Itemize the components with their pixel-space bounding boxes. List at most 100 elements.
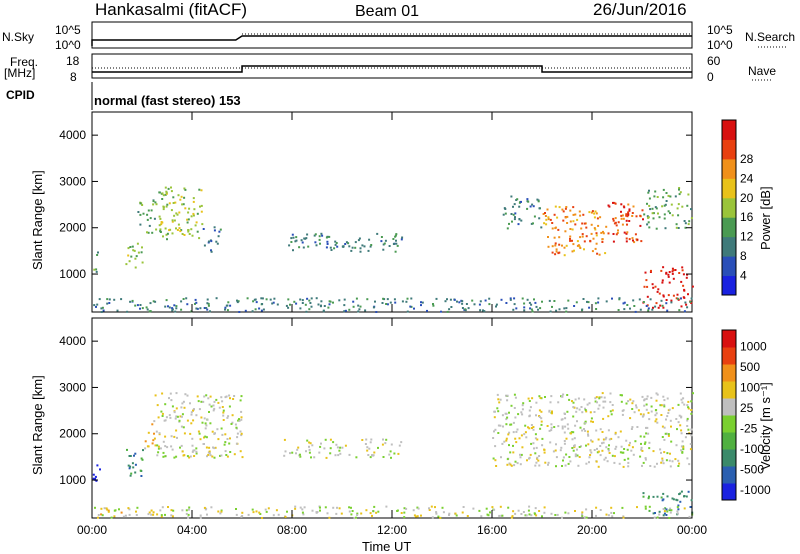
power-cell <box>357 239 360 242</box>
power-cell <box>607 232 610 235</box>
velocity-cell <box>299 506 302 509</box>
power-cell <box>203 307 206 309</box>
power-cell <box>254 298 257 301</box>
power-cell <box>665 299 668 301</box>
velocity-cell <box>586 430 589 433</box>
power-cell <box>164 227 167 230</box>
power-cell <box>535 305 538 308</box>
power-cell <box>554 205 557 208</box>
velocity-cell <box>647 411 650 414</box>
velocity-cell <box>535 414 537 417</box>
power-cell <box>530 222 533 225</box>
region-power-1 <box>125 242 144 269</box>
velocity-cell <box>680 432 683 435</box>
velocity-cell <box>235 442 238 445</box>
power-cell <box>657 288 660 291</box>
velocity-cell <box>371 454 373 457</box>
velocity-cell <box>690 409 693 411</box>
velocity-cell <box>272 514 275 517</box>
velocity-cell <box>154 444 157 447</box>
velocity-cell <box>679 424 682 427</box>
velocity-cell <box>506 399 509 402</box>
velocity-cell <box>258 511 261 514</box>
velocity-cell <box>211 455 214 458</box>
velocity-cell <box>430 505 433 508</box>
power-cell <box>354 241 357 244</box>
power-cell <box>394 301 397 304</box>
velocity-cell <box>340 512 343 515</box>
velocity-cell <box>200 416 203 419</box>
power-cell <box>595 212 598 215</box>
velocity-cell <box>493 508 496 511</box>
power-cell <box>614 202 617 205</box>
velocity-cell <box>602 417 605 420</box>
velocity-cell <box>181 509 184 512</box>
velocity-cell <box>687 406 690 409</box>
velocity-cell <box>681 450 684 453</box>
velocity-cell <box>206 418 209 421</box>
velocity-cell <box>521 413 524 416</box>
velocity-cell <box>105 507 108 510</box>
power-cell <box>509 298 512 301</box>
power-cell <box>332 301 334 304</box>
power-cell <box>96 303 99 306</box>
region-velocity-1 <box>100 508 123 516</box>
velocity-cell <box>205 446 208 449</box>
velocity-cell <box>207 453 210 456</box>
power-cell <box>639 308 642 311</box>
power-cell <box>547 245 550 248</box>
power-cell <box>158 224 161 227</box>
velocity-colorbar-tick: -1000 <box>740 483 771 497</box>
velocity-cell <box>435 512 438 515</box>
power-cell <box>386 298 389 301</box>
power-cell <box>179 230 182 233</box>
power-cell <box>640 240 643 243</box>
velocity-cell <box>620 400 623 403</box>
power-cell <box>652 217 655 220</box>
power-cell <box>358 237 361 240</box>
power-colorbar-tick: 24 <box>740 171 754 185</box>
velocity-cell <box>656 516 659 519</box>
power-cell <box>289 303 291 306</box>
velocity-cell <box>567 512 570 515</box>
power-cell <box>581 233 584 236</box>
velocity-cell <box>168 414 171 417</box>
velocity-cell <box>195 447 198 450</box>
power-cell <box>597 297 600 300</box>
power-cell <box>148 310 151 313</box>
power-cell <box>304 303 307 306</box>
cpid-label: CPID <box>6 88 35 102</box>
velocity-cell <box>634 440 637 443</box>
velocity-cell <box>687 490 690 493</box>
velocity-cell <box>462 506 465 508</box>
velocity-cell <box>598 404 601 407</box>
velocity-cell <box>613 455 616 458</box>
velocity-cell <box>220 509 223 512</box>
velocity-cell <box>237 419 240 422</box>
power-cell <box>557 228 560 231</box>
power-cell <box>688 220 691 223</box>
velocity-cell <box>505 412 508 415</box>
velocity-cell <box>319 506 321 509</box>
power-cell <box>351 246 354 249</box>
power-cell <box>323 305 326 307</box>
power-cell <box>574 213 577 216</box>
power-colorbar-swatch <box>722 275 736 296</box>
velocity-cell <box>649 465 652 467</box>
power-cell <box>182 203 185 206</box>
power-cell <box>139 304 142 306</box>
power-cell <box>687 293 689 296</box>
power-cell <box>382 243 385 246</box>
power-cell <box>357 310 360 313</box>
velocity-cell <box>264 508 267 511</box>
power-cell <box>678 187 681 189</box>
velocity-cell <box>609 410 612 413</box>
velocity-cell <box>658 510 661 513</box>
velocity-cell <box>573 445 575 448</box>
power-cell <box>440 310 442 313</box>
velocity-cell <box>153 437 156 440</box>
velocity-cell <box>659 448 662 451</box>
velocity-cell <box>506 416 509 419</box>
velocity-cell <box>510 516 513 519</box>
power-cell <box>170 190 173 193</box>
